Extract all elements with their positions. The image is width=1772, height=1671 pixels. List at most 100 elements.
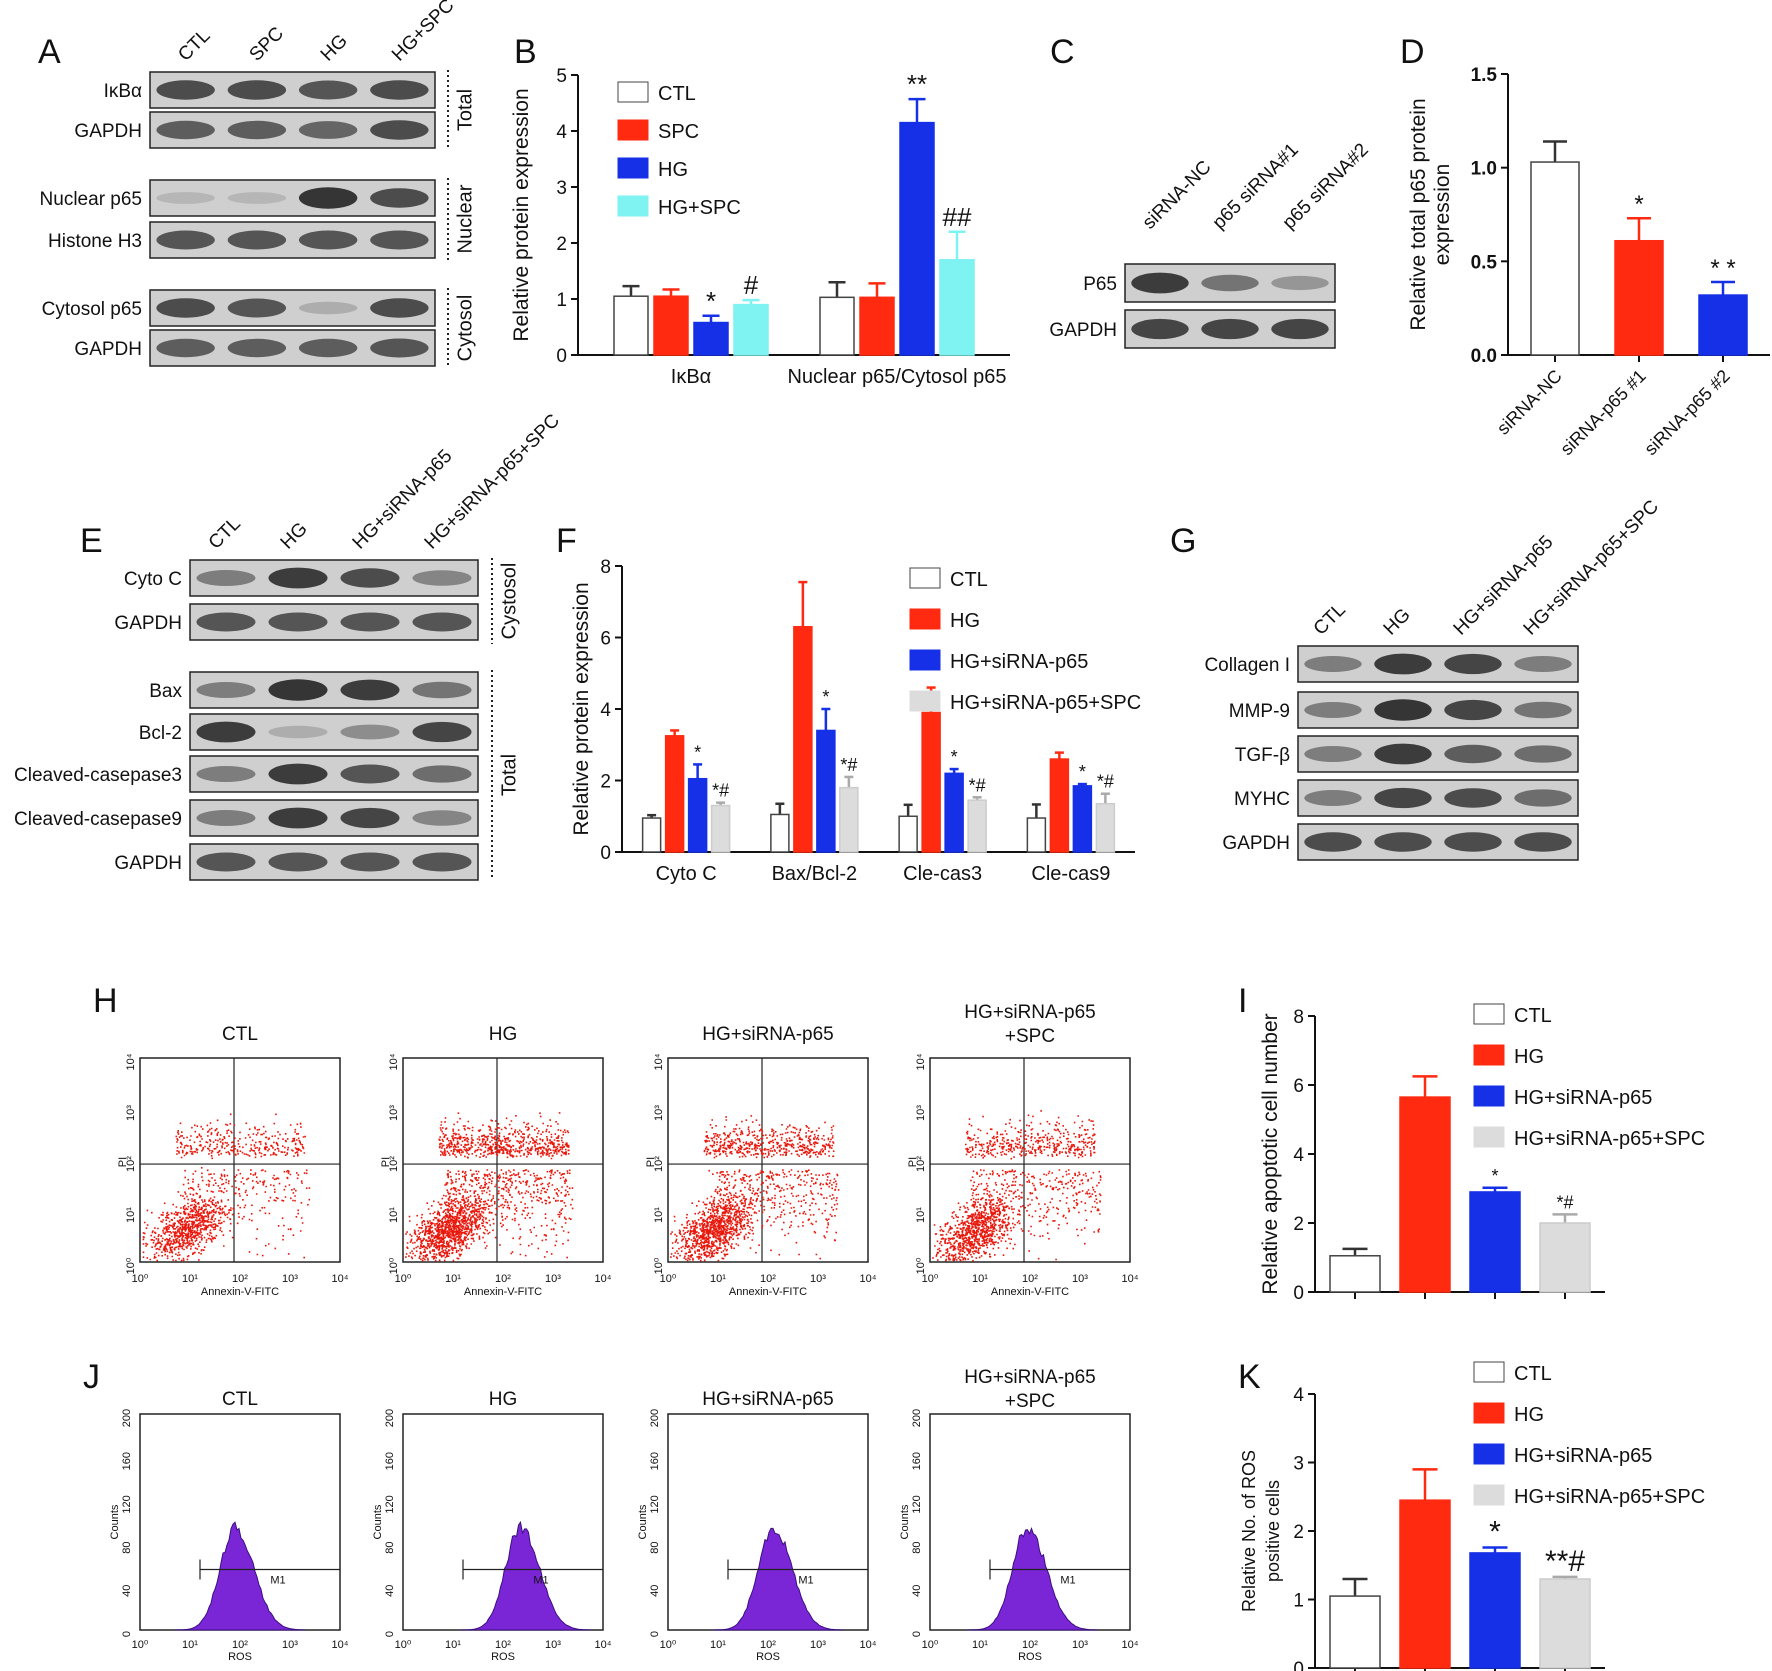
protein-band — [298, 187, 358, 209]
protein-band — [1201, 274, 1259, 292]
protein-band — [156, 120, 215, 140]
legend-label: HG+siRNA-p65+SPC — [950, 692, 1141, 714]
protein-band — [156, 230, 215, 250]
y-tick-label: 10² — [653, 1156, 665, 1172]
x-tick-label: 10⁴ — [860, 1639, 877, 1651]
legend-label: HG+siRNA-p65+SPC — [1514, 1486, 1705, 1508]
histogram-fill — [967, 1527, 1098, 1631]
row-label: GAPDH — [114, 613, 182, 634]
plot-title: HG+siRNA-p65 — [964, 1367, 1095, 1388]
x-tick-label: 10⁴ — [332, 1273, 349, 1285]
row-label: Nuclear p65 — [40, 189, 142, 210]
x-tick-label: Nuclear p65/Cytosol p65 — [787, 366, 1006, 388]
y-tick-label: 3 — [556, 178, 567, 199]
lane-label: siRNA-NC — [1139, 157, 1216, 234]
y-tick-label: 200 — [911, 1409, 923, 1427]
x-tick-label: 10² — [495, 1639, 511, 1651]
y-axis-label: Counts — [109, 1504, 121, 1539]
bar — [710, 804, 731, 853]
protein-band — [1444, 788, 1502, 808]
legend-label: HG — [1514, 1046, 1544, 1068]
y-axis-label: Counts — [899, 1504, 911, 1539]
row-label: Cleaved-casepase3 — [14, 765, 182, 786]
bar — [939, 259, 975, 356]
significance-mark: *# — [1097, 772, 1114, 792]
group-label: Nuclear — [454, 184, 476, 253]
bar — [839, 786, 859, 853]
x-tick-label: 10⁰ — [922, 1639, 939, 1651]
protein-band — [196, 682, 256, 698]
protein-band — [1304, 832, 1362, 852]
plot-frame — [402, 1057, 604, 1263]
group-label: Total — [454, 89, 476, 131]
y-tick-label: 0 — [649, 1631, 661, 1637]
plot-title: HG+siRNA-p65 — [964, 1002, 1095, 1023]
y-tick-label: 10⁰ — [915, 1257, 927, 1274]
y-tick-label: 2 — [1293, 1214, 1304, 1235]
x-tick-label: 10² — [1022, 1639, 1038, 1651]
y-tick-label: 10¹ — [915, 1207, 927, 1223]
protein-band — [268, 763, 328, 785]
y-axis-label: Relative protein expression — [510, 88, 533, 341]
protein-band — [1374, 743, 1432, 765]
bar — [1399, 1096, 1451, 1293]
y-tick-label: 160 — [121, 1452, 133, 1470]
plot-title: CTL — [222, 1024, 258, 1045]
protein-band — [370, 80, 429, 100]
lane-label: HG — [277, 519, 312, 554]
row-label: Cyto C — [124, 569, 182, 590]
x-tick-label: 10³ — [1072, 1639, 1088, 1651]
y-tick-label: 80 — [121, 1541, 133, 1553]
histogram: HG M1 10⁰ 10¹ 10² 10³ 10⁴ 0 40 80 120 160 200 ROS Coun… — [372, 1389, 612, 1663]
x-tick-label: 10³ — [282, 1273, 298, 1285]
row-label: GAPDH — [114, 853, 182, 874]
significance-mark: * * — [1710, 255, 1735, 282]
bar — [613, 295, 649, 356]
x-axis-label: Annexin-V-FITC — [464, 1286, 542, 1298]
y-tick-label: 120 — [911, 1495, 923, 1513]
bar — [1095, 802, 1116, 853]
protein-band — [1271, 318, 1329, 340]
plot-title: +SPC — [1005, 1391, 1055, 1412]
x-tick-label: 10⁴ — [595, 1639, 612, 1651]
y-tick-label: 6 — [600, 629, 611, 650]
protein-band — [1271, 275, 1329, 291]
y-tick-label: 10² — [388, 1156, 400, 1172]
bar — [1698, 294, 1748, 356]
x-tick-label: Cle-cas3 — [903, 863, 982, 885]
panel-letter-F: F — [556, 522, 577, 560]
y-tick-label: 5 — [556, 66, 567, 87]
bar — [1049, 758, 1070, 853]
protein-band — [1444, 653, 1502, 675]
y-axis-label: PI — [380, 1157, 392, 1167]
y-tick-label: 0 — [1293, 1283, 1304, 1304]
legend-swatch — [909, 690, 941, 712]
protein-band — [1514, 656, 1572, 672]
protein-band — [370, 230, 429, 250]
protein-band — [1514, 832, 1572, 852]
row-label: Collagen I — [1204, 655, 1290, 676]
x-tick-label: 10³ — [282, 1639, 298, 1651]
legend-label: HG — [1514, 1404, 1544, 1426]
protein-band — [227, 192, 287, 204]
protein-band — [340, 852, 400, 872]
panel-letter-B: B — [514, 33, 537, 71]
protein-band — [1304, 702, 1362, 718]
protein-band — [340, 612, 400, 632]
x-axis-label: ROS — [228, 1651, 252, 1663]
protein-band — [196, 612, 256, 632]
lane-label: CTL — [205, 513, 245, 553]
significance-mark: ## — [943, 202, 972, 232]
x-tick-label: 10² — [495, 1273, 511, 1285]
x-tick-label: 10³ — [545, 1273, 561, 1285]
protein-band — [1374, 832, 1432, 852]
protein-band — [1444, 699, 1502, 721]
y-axis-label: Counts — [637, 1504, 649, 1539]
legend-swatch — [617, 81, 649, 103]
scatter-dots — [932, 1110, 1102, 1262]
x-tick-label: Cyto C — [656, 863, 717, 885]
chart-D: 0.0 0.5 1.0 1.5 Relative total p65 protein ex… — [1407, 65, 1770, 459]
x-tick-label: 10⁴ — [332, 1639, 349, 1651]
